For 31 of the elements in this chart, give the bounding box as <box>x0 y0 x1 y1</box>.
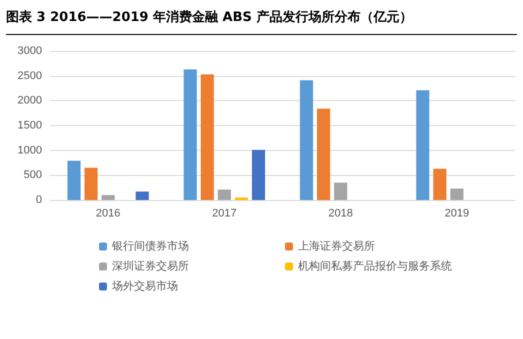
bar <box>67 160 81 200</box>
bar <box>200 74 214 200</box>
bar <box>184 69 197 200</box>
chart-title: 图表 3 2016——2019 年消费金融 ABS 产品发行场所分布（亿元） <box>6 8 517 35</box>
x-tick-label: 2019 <box>444 208 470 220</box>
legend-label: 银行间债券市场 <box>111 240 189 252</box>
x-tick-label: 2018 <box>328 208 353 220</box>
bar <box>334 182 348 200</box>
bar <box>84 168 98 200</box>
bar <box>416 90 430 200</box>
bar <box>433 168 446 200</box>
y-tick-label: 2500 <box>18 70 42 82</box>
bar <box>300 80 314 200</box>
legend-label: 上海证券交易所 <box>298 240 375 252</box>
legend-label: 深圳证券交易所 <box>112 260 189 272</box>
bar <box>252 150 266 200</box>
bar <box>102 195 115 200</box>
x-tick-label: 2016 <box>96 208 120 220</box>
y-tick-label: 500 <box>24 169 42 182</box>
bar <box>317 108 330 200</box>
y-tick-label: 0 <box>36 194 42 206</box>
y-tick-label: 1000 <box>18 144 42 156</box>
legend-label: 机构间私募产品报价与服务系统 <box>298 260 452 272</box>
y-tick-label: 2000 <box>18 94 42 107</box>
bar <box>136 192 149 200</box>
x-tick-label: 2017 <box>212 208 237 220</box>
bar <box>450 188 464 200</box>
y-tick-label: 3000 <box>18 45 42 57</box>
y-tick-label: 1500 <box>18 120 42 132</box>
bar <box>218 190 231 200</box>
legend-label: 场外交易市场 <box>111 280 178 292</box>
